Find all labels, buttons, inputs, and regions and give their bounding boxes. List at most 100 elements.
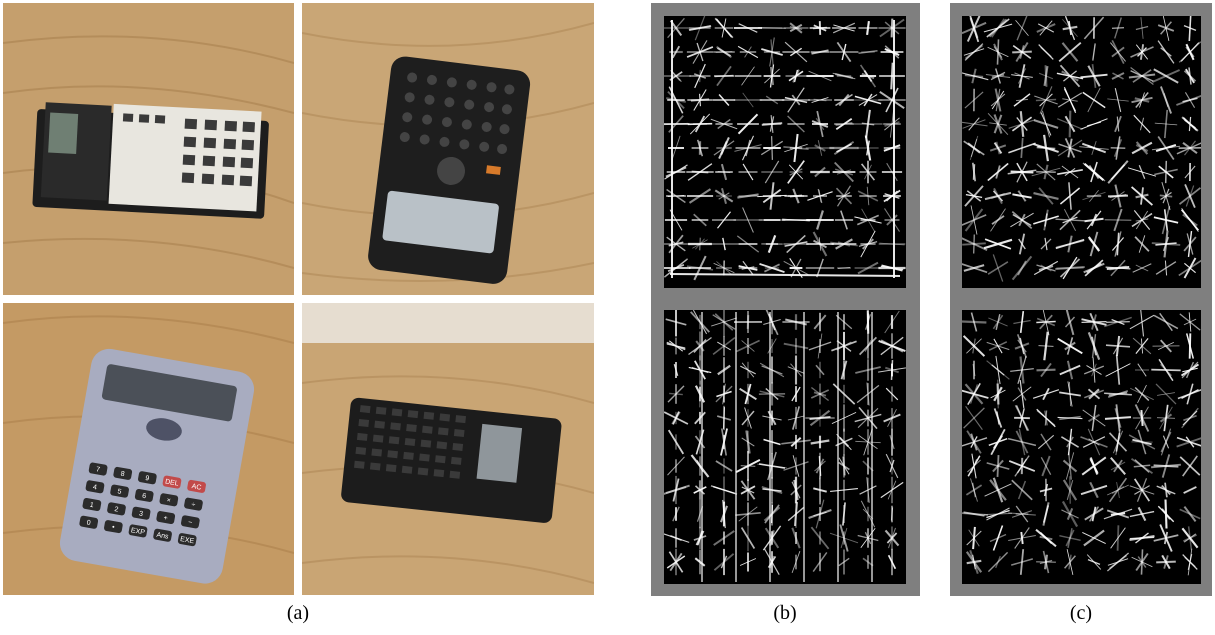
calc-key: 9 (145, 475, 150, 483)
hog-orientation-stroke (1012, 193, 1032, 199)
hog-orientation-stroke (1184, 165, 1196, 179)
hog-orientation-stroke (990, 208, 1006, 232)
hog-orientation-stroke (745, 430, 751, 454)
hog-orientation-stroke (986, 341, 1010, 351)
hog-orientation-stroke (722, 383, 726, 405)
hog-orientation-stroke (668, 340, 684, 352)
hog-orientation-stroke (1081, 320, 1107, 324)
hog-orientation-stroke (713, 530, 735, 546)
calc-key: EXP (130, 527, 145, 536)
hog-orientation-stroke (885, 87, 899, 113)
hog-orientation-stroke (1183, 485, 1197, 495)
hog-orientation-stroke (1068, 182, 1072, 210)
hog-orientation-stroke (1066, 479, 1074, 501)
hog-orientation-stroke (714, 17, 734, 39)
hog-orientation-stroke (1180, 209, 1200, 231)
hog-orientation-stroke (1039, 86, 1053, 114)
hog-orientation-stroke (885, 49, 899, 55)
hog-orientation-stroke (1062, 479, 1078, 501)
hog-orientation-stroke (1040, 433, 1052, 451)
hog-orientation-stroke (1179, 456, 1201, 476)
hog-orientation-stroke (1035, 528, 1057, 548)
hog-orientation-stroke (1033, 192, 1059, 200)
hog-orientation-stroke (1157, 136, 1175, 160)
hog-orientation-stroke (814, 166, 826, 178)
hog-orientation-stroke (1090, 161, 1098, 183)
hog-orientation-stroke (784, 143, 808, 153)
hog-orientation-stroke (1160, 428, 1172, 456)
hog-orientation-stroke (667, 90, 685, 110)
hog-orientation-stroke (1038, 265, 1054, 271)
hog-orientation-stroke (835, 238, 853, 250)
hog-orientation-stroke (1156, 485, 1176, 495)
hog-orientation-stroke (1061, 42, 1079, 62)
hog-orientation-stroke (1011, 479, 1033, 501)
hog-orientation-stroke (1133, 114, 1151, 134)
hog-orientation-stroke (693, 255, 707, 281)
calculator-photo-dark-graphing (302, 3, 594, 295)
hog-orientation-stroke (989, 533, 1007, 543)
hog-orientation-stroke (1183, 505, 1197, 523)
hog-orientation-stroke (862, 238, 874, 250)
hog-orientation-stroke (1185, 333, 1195, 359)
hog-orientation-stroke (886, 214, 898, 226)
hog-orientation-stroke (741, 410, 755, 426)
hog-orientation-stroke (1151, 242, 1181, 246)
hog-orientation-stroke (759, 263, 785, 273)
hog-orientation-stroke (1160, 86, 1172, 114)
hog-orientation-stroke (1059, 364, 1081, 376)
hog-orientation-stroke (1091, 363, 1097, 377)
hog-orientation-stroke (694, 115, 706, 133)
hog-orientation-stroke (742, 92, 754, 108)
hog-orientation-stroke (667, 264, 685, 272)
hog-orientation-stroke (1083, 529, 1105, 547)
hog-orientation-stroke (1183, 257, 1197, 279)
photo-calculator-silver-scientific: 7 8 9 DEL AC 4 5 6 × ÷ 1 2 3 + − 0 • EXP… (3, 303, 294, 595)
hog-orientation-stroke (1032, 389, 1060, 399)
hog-orientation-stroke (665, 318, 687, 326)
hog-orientation-stroke (1153, 314, 1179, 330)
hog-orientation-stroke (1187, 526, 1193, 550)
hog-orientation-stroke (1037, 23, 1055, 33)
hog-orientation-stroke (1188, 67, 1192, 85)
hog-orientation-stroke (1132, 263, 1152, 273)
hog-orientation-stroke (720, 555, 728, 569)
hog-orientation-stroke (1038, 345, 1054, 347)
calc-key: + (163, 515, 168, 523)
hog-orientation-stroke (1163, 230, 1169, 258)
hog-orientation-stroke (667, 429, 685, 455)
hog-orientation-stroke (769, 37, 775, 67)
hog-orientation-stroke (840, 210, 848, 230)
hog-orientation-stroke (971, 482, 977, 498)
hog-orientation-stroke (699, 237, 701, 251)
hog-orientation-stroke (972, 363, 976, 377)
hog-orientation-stroke (686, 46, 714, 58)
hog-orientation-stroke (1163, 92, 1169, 108)
hog-orientation-stroke (1088, 506, 1100, 522)
hog-orientation-stroke (996, 455, 1000, 477)
hog-orientation-stroke (832, 383, 856, 405)
hog-orientation-stroke (1182, 410, 1198, 426)
hog-orientation-stroke (672, 506, 680, 522)
hog-orientation-stroke (737, 193, 759, 199)
hog-orientation-stroke (962, 263, 988, 274)
hog-orientation-stroke (858, 49, 878, 55)
hog-orientation-stroke (715, 460, 733, 472)
hog-orientation-stroke (854, 413, 882, 423)
hog-orientation-stroke (787, 115, 805, 133)
hog-orientation-stroke (696, 139, 704, 157)
hog-orientation-stroke (1019, 311, 1025, 333)
hog-orientation-stroke (1044, 410, 1048, 426)
hog-orientation-stroke (1106, 509, 1130, 519)
hog-orientation-stroke (836, 340, 852, 352)
hog-orientation-stroke (830, 241, 858, 247)
hog-orientation-stroke (716, 47, 732, 57)
hog-orientation-stroke (962, 237, 988, 252)
calc-key: • (111, 524, 115, 531)
hog-orientation-stroke (890, 62, 894, 90)
hog-orientation-stroke (1014, 455, 1030, 477)
hog-orientation-stroke (1062, 459, 1078, 473)
hog-orientation-stroke (664, 533, 690, 543)
hog-orientation-stroke (1188, 16, 1192, 42)
hog-orientation-stroke (880, 265, 904, 271)
